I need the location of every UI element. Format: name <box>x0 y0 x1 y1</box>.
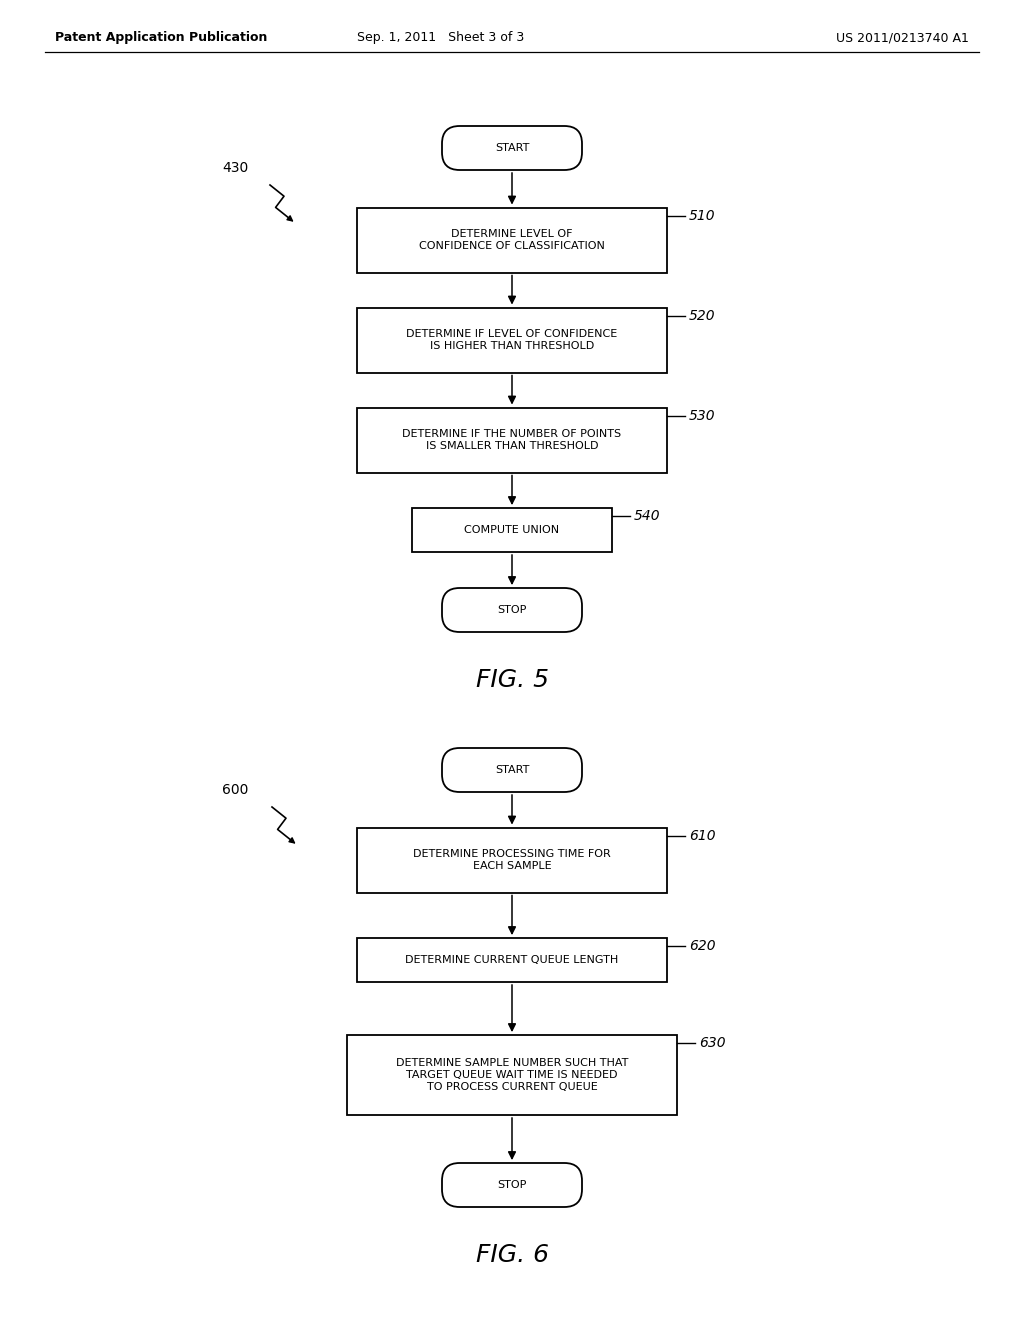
Text: DETERMINE LEVEL OF
CONFIDENCE OF CLASSIFICATION: DETERMINE LEVEL OF CONFIDENCE OF CLASSIF… <box>419 230 605 251</box>
Text: 620: 620 <box>689 939 716 953</box>
Text: 520: 520 <box>689 309 716 322</box>
FancyBboxPatch shape <box>442 748 582 792</box>
Bar <box>347 1035 677 1115</box>
Bar <box>357 828 667 892</box>
Text: STOP: STOP <box>498 605 526 615</box>
Text: 540: 540 <box>634 510 660 523</box>
Text: DETERMINE CURRENT QUEUE LENGTH: DETERMINE CURRENT QUEUE LENGTH <box>406 954 618 965</box>
Text: COMPUTE UNION: COMPUTE UNION <box>465 525 559 535</box>
FancyBboxPatch shape <box>442 587 582 632</box>
Bar <box>357 308 667 372</box>
Text: DETERMINE SAMPLE NUMBER SUCH THAT
TARGET QUEUE WAIT TIME IS NEEDED
TO PROCESS CU: DETERMINE SAMPLE NUMBER SUCH THAT TARGET… <box>396 1059 628 1092</box>
Text: DETERMINE IF THE NUMBER OF POINTS
IS SMALLER THAN THRESHOLD: DETERMINE IF THE NUMBER OF POINTS IS SMA… <box>402 429 622 451</box>
Text: DETERMINE PROCESSING TIME FOR
EACH SAMPLE: DETERMINE PROCESSING TIME FOR EACH SAMPL… <box>413 849 611 871</box>
Text: 530: 530 <box>689 408 716 422</box>
Text: Sep. 1, 2011   Sheet 3 of 3: Sep. 1, 2011 Sheet 3 of 3 <box>356 32 524 45</box>
Text: 630: 630 <box>699 1036 726 1049</box>
FancyBboxPatch shape <box>442 125 582 170</box>
Text: 510: 510 <box>689 209 716 223</box>
Text: DETERMINE IF LEVEL OF CONFIDENCE
IS HIGHER THAN THRESHOLD: DETERMINE IF LEVEL OF CONFIDENCE IS HIGH… <box>407 329 617 351</box>
Bar <box>412 508 612 552</box>
Text: FIG. 6: FIG. 6 <box>475 1243 549 1267</box>
Bar <box>357 939 667 982</box>
Text: 600: 600 <box>222 783 249 797</box>
Text: Patent Application Publication: Patent Application Publication <box>55 32 267 45</box>
Text: START: START <box>495 766 529 775</box>
Text: 430: 430 <box>222 161 248 176</box>
FancyBboxPatch shape <box>442 1163 582 1206</box>
Text: 610: 610 <box>689 829 716 842</box>
Bar <box>357 408 667 473</box>
Text: STOP: STOP <box>498 1180 526 1191</box>
Text: FIG. 5: FIG. 5 <box>475 668 549 692</box>
Text: START: START <box>495 143 529 153</box>
Text: US 2011/0213740 A1: US 2011/0213740 A1 <box>837 32 969 45</box>
Bar <box>357 207 667 272</box>
